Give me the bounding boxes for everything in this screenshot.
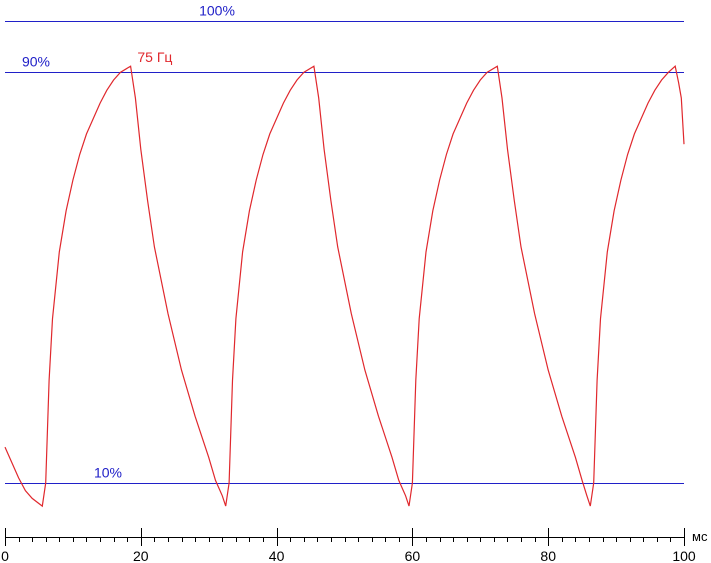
reference-label-0: 100% <box>199 3 235 19</box>
series-line-0 <box>4 65 685 508</box>
x-tick-label: 40 <box>269 548 285 563</box>
reference-label-2: 10% <box>94 465 122 481</box>
reference-lines: 100% 90% 10% <box>5 3 684 484</box>
x-tick-label: 20 <box>133 548 149 563</box>
x-axis: 0 20 40 60 80 100 <box>1 528 696 563</box>
series-label-0: 75 Гц <box>137 49 172 65</box>
x-tick-label: 80 <box>540 548 556 563</box>
x-axis-unit-label: мс <box>692 529 708 544</box>
x-tick-label: 60 <box>405 548 421 563</box>
series-layer: 75 Гц <box>4 49 685 508</box>
reference-label-1: 90% <box>22 54 50 70</box>
x-tick-label: 0 <box>1 548 9 563</box>
x-tick-label: 100 <box>672 548 696 563</box>
